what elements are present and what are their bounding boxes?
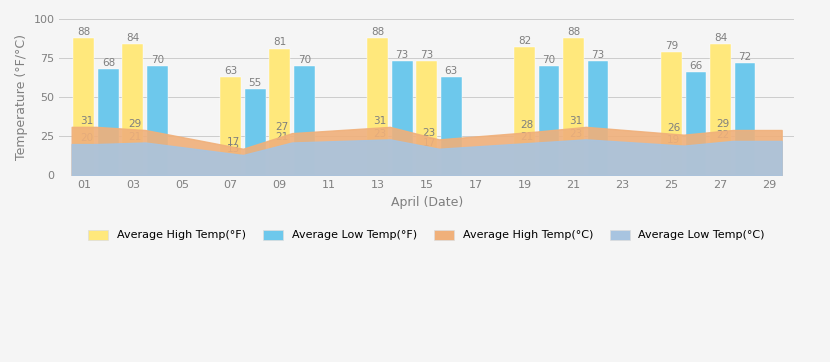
Bar [539,66,559,175]
Bar [588,61,608,175]
Text: 17: 17 [227,138,240,147]
Text: 17: 17 [422,138,436,148]
Text: 63: 63 [224,66,237,76]
X-axis label: April (Date): April (Date) [391,196,463,209]
Bar [147,66,168,175]
Text: 23: 23 [422,128,436,138]
Bar [123,44,144,175]
Text: 70: 70 [298,55,310,65]
Text: 23: 23 [569,129,583,139]
Text: 22: 22 [716,130,730,140]
Bar [98,69,119,175]
Bar [441,77,461,175]
Text: 70: 70 [151,55,164,65]
Text: 73: 73 [396,50,409,60]
Text: 13: 13 [227,144,240,154]
Bar [563,38,584,175]
Bar [686,72,706,175]
Text: 31: 31 [569,115,583,126]
Text: 82: 82 [518,36,531,46]
Text: 55: 55 [249,78,262,88]
Text: 81: 81 [273,37,286,47]
Text: 84: 84 [714,33,727,43]
Text: 79: 79 [665,41,678,51]
Text: 73: 73 [592,50,605,60]
Text: 70: 70 [543,55,555,65]
Text: 23: 23 [374,129,387,139]
Text: 63: 63 [445,66,458,76]
Bar [710,44,731,175]
Text: 88: 88 [77,26,90,37]
Text: 84: 84 [126,33,139,43]
Bar [515,47,535,175]
Bar [74,38,95,175]
Bar [221,77,242,175]
Text: 28: 28 [520,120,534,130]
Text: 19: 19 [667,135,681,145]
Text: 68: 68 [102,58,115,68]
Text: 29: 29 [716,119,730,129]
Bar [294,66,315,175]
Text: 31: 31 [80,115,93,126]
Text: 26: 26 [667,123,681,134]
Text: 31: 31 [374,115,387,126]
Text: 21: 21 [129,132,142,142]
Bar [661,52,682,175]
Bar [368,38,388,175]
Bar [270,49,290,175]
Text: 73: 73 [420,50,433,60]
Text: 88: 88 [371,26,384,37]
Y-axis label: Temperature (°F/°C): Temperature (°F/°C) [15,34,28,160]
Text: 21: 21 [520,132,534,142]
Text: 27: 27 [276,122,289,132]
Bar [245,89,266,175]
Legend: Average High Temp(°F), Average Low Temp(°F), Average High Temp(°C), Average Low : Average High Temp(°F), Average Low Temp(… [84,225,769,245]
Text: 21: 21 [276,132,289,142]
Text: 88: 88 [567,26,580,37]
Text: 66: 66 [690,61,703,71]
Text: 72: 72 [739,51,751,62]
Bar [417,61,437,175]
Text: 29: 29 [129,119,142,129]
Text: 20: 20 [80,133,93,143]
Bar [735,63,755,175]
Bar [392,61,413,175]
